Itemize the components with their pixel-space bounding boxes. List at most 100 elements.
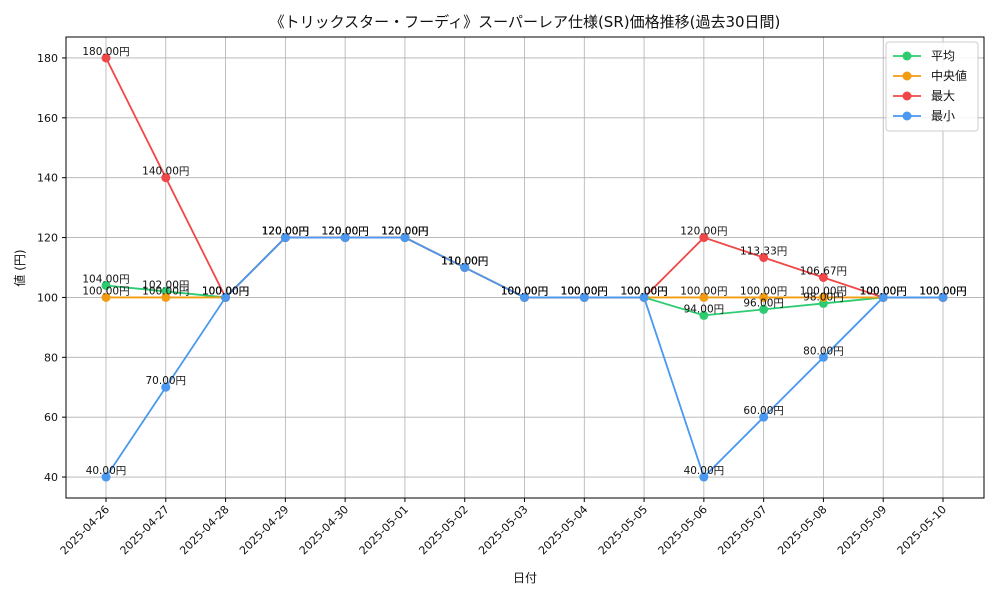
data-point <box>759 304 769 314</box>
data-point <box>280 233 290 243</box>
data-label: 120.00円 <box>262 226 309 238</box>
data-label: 120.00円 <box>322 226 369 238</box>
data-label: 96.00円 <box>743 297 784 309</box>
data-label: 120.00円 <box>680 226 727 238</box>
data-label: 100.00円 <box>202 285 249 297</box>
data-label: 100.00円 <box>620 285 667 297</box>
data-label: 106.67円 <box>800 265 847 277</box>
data-label: 100.00円 <box>142 285 189 297</box>
x-tick-label: 2025-04-29 <box>237 503 291 557</box>
data-label: 113.33円 <box>740 246 787 258</box>
data-label: 80.00円 <box>803 345 844 357</box>
data-point <box>161 382 171 392</box>
data-label: 100.00円 <box>561 285 608 297</box>
data-label: 120.00円 <box>381 226 428 238</box>
data-point <box>221 292 231 302</box>
data-label: 110.00円 <box>441 256 488 268</box>
x-tick-label: 2025-05-05 <box>596 503 650 557</box>
legend-entry: 中央値 <box>931 68 967 83</box>
data-label: 100.00円 <box>561 285 608 297</box>
legend-entry: 平均 <box>931 49 955 63</box>
data-label: 100.00円 <box>740 285 787 297</box>
data-point <box>340 233 350 243</box>
data-label: 40.00円 <box>684 465 725 477</box>
data-label: 120.00円 <box>381 226 428 238</box>
legend-marker <box>902 91 912 101</box>
data-label: 60.00円 <box>743 405 784 417</box>
x-tick-label: 2025-04-27 <box>118 503 172 557</box>
data-label: 98.00円 <box>803 291 844 303</box>
data-label: 100.00円 <box>501 285 548 297</box>
data-label: 102.00円 <box>142 279 189 291</box>
x-tick-label: 2025-05-06 <box>656 503 710 557</box>
data-label: 100.00円 <box>919 285 966 297</box>
data-label: 100.00円 <box>620 285 667 297</box>
data-label: 100.00円 <box>501 285 548 297</box>
data-label: 120.00円 <box>322 226 369 238</box>
y-tick-label: 140 <box>37 172 58 185</box>
data-point <box>818 292 828 302</box>
data-point <box>579 292 589 302</box>
data-point <box>400 233 410 243</box>
data-point <box>101 53 111 63</box>
data-label: 100.00円 <box>202 285 249 297</box>
data-label: 100.00円 <box>860 285 907 297</box>
x-tick-label: 2025-04-28 <box>177 503 231 557</box>
data-label: 100.00円 <box>620 285 667 297</box>
data-label: 104.00円 <box>82 273 129 285</box>
legend-marker <box>902 71 912 81</box>
y-tick-label: 80 <box>44 351 58 364</box>
data-label: 100.00円 <box>919 285 966 297</box>
data-label: 100.00円 <box>82 285 129 297</box>
x-tick-label: 2025-04-26 <box>58 503 112 557</box>
y-tick-label: 120 <box>37 232 58 245</box>
data-label: 100.00円 <box>860 285 907 297</box>
data-label: 120.00円 <box>262 226 309 238</box>
data-label: 110.00円 <box>441 256 488 268</box>
x-tick-label: 2025-05-03 <box>476 503 530 557</box>
data-label: 40.00円 <box>86 465 127 477</box>
x-tick-label: 2025-05-08 <box>775 503 829 557</box>
data-label: 110.00円 <box>441 256 488 268</box>
legend-marker <box>902 111 912 121</box>
y-tick-label: 160 <box>37 112 58 125</box>
data-label: 100.00円 <box>561 285 608 297</box>
data-point <box>101 280 111 290</box>
data-point <box>161 173 171 183</box>
y-tick-label: 180 <box>37 52 58 65</box>
data-label: 100.00円 <box>202 285 249 297</box>
x-tick-label: 2025-04-30 <box>297 503 351 557</box>
data-point <box>520 292 529 302</box>
data-point <box>818 352 828 362</box>
x-tick-label: 2025-05-07 <box>715 503 769 557</box>
data-label: 70.00円 <box>146 375 187 387</box>
chart-title: 《トリックスター・フーディ》スーパーレア仕様(SR)価格推移(過去30日間) <box>270 13 781 31</box>
legend-entry: 最小 <box>931 109 955 123</box>
data-point <box>818 272 828 282</box>
legend-entry: 最大 <box>931 89 955 103</box>
data-point <box>699 472 709 482</box>
data-point <box>101 472 111 482</box>
data-label: 120.00円 <box>262 226 309 238</box>
data-label: 180.00円 <box>82 46 129 58</box>
data-label: 140.00円 <box>142 166 189 178</box>
data-point <box>938 292 948 302</box>
data-label: 120.00円 <box>381 226 428 238</box>
x-tick-label: 2025-05-10 <box>895 503 949 557</box>
data-point <box>101 292 111 302</box>
data-point <box>759 412 769 422</box>
data-point <box>759 292 769 302</box>
y-tick-label: 40 <box>44 471 58 484</box>
legend-marker <box>902 51 912 61</box>
data-label: 100.00円 <box>860 285 907 297</box>
data-label: 110.00円 <box>441 256 488 268</box>
data-label: 120.00円 <box>262 226 309 238</box>
data-point <box>699 233 709 243</box>
y-axis-label: 値 (円) <box>12 249 27 286</box>
data-label: 100.00円 <box>620 285 667 297</box>
data-label: 100.00円 <box>561 285 608 297</box>
data-point <box>699 310 709 320</box>
x-axis-label: 日付 <box>513 571 537 585</box>
